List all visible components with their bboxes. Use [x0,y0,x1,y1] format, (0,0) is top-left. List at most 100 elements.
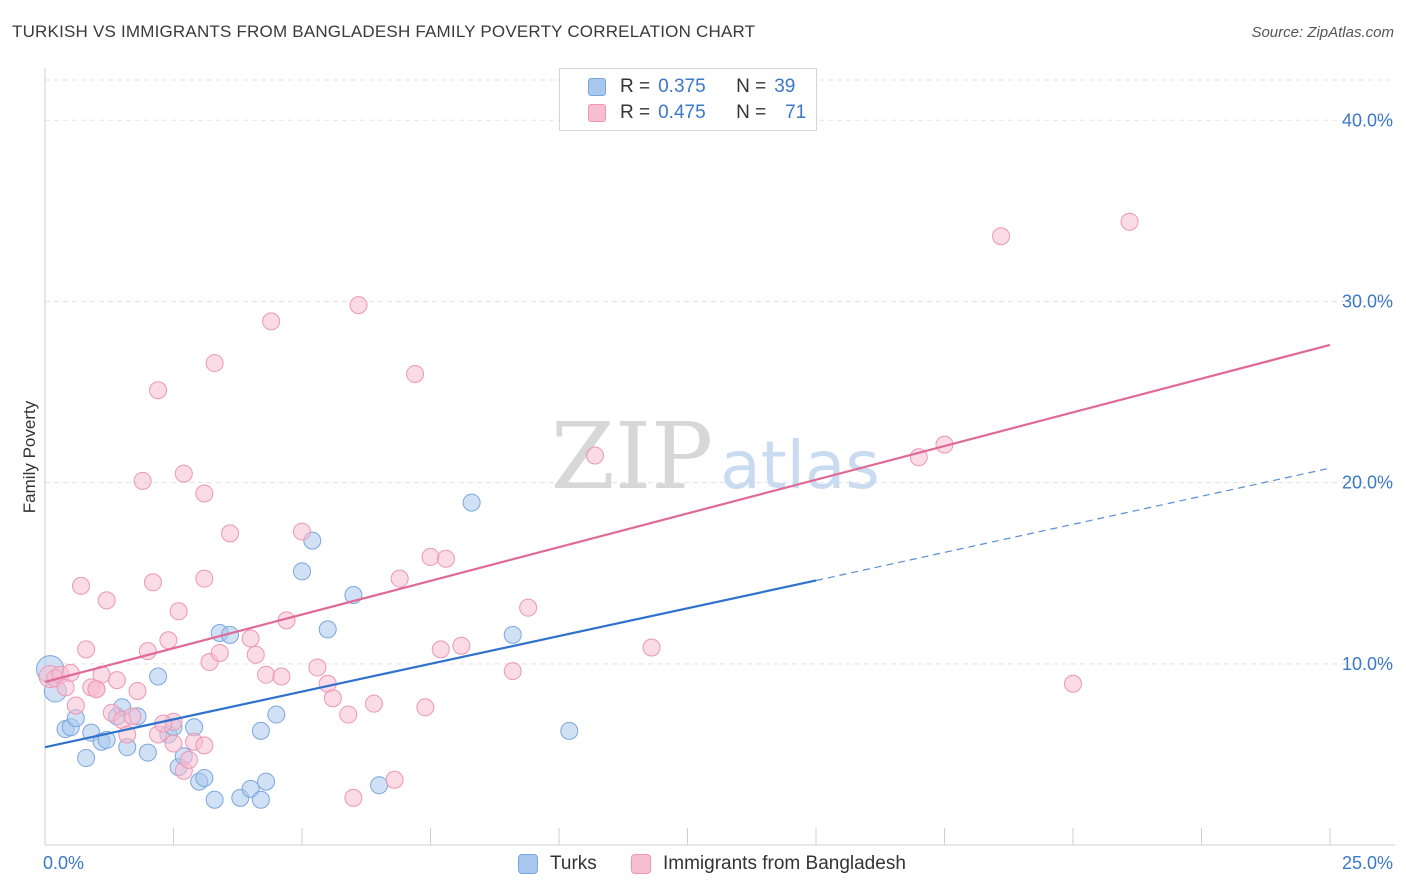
n-label: N = [736,102,767,123]
bangladesh-point [241,629,260,648]
x-tick-label: 0.0% [43,853,84,873]
bangladesh-point [97,591,116,610]
turks-swatch [588,78,606,96]
source-label: Source: ZipAtlas.com [1251,24,1394,41]
bangladesh-point [262,312,281,331]
tick-labels: 10.0% 20.0% 30.0% 40.0% 0.0% 25.0% [43,110,1393,873]
series-turks-points [36,493,579,809]
bangladesh-point [159,631,178,650]
legend-row-turks: R = 0.375 N = 39 [588,74,795,100]
bangladesh-point [642,638,661,657]
bangladesh-point [323,689,342,708]
turks-point [462,493,481,512]
bangladesh-point [133,471,152,490]
legend-item-turks[interactable]: Turks [518,851,597,877]
bangladesh-point [436,549,455,568]
r-label: R = [620,102,651,123]
bangladesh-point [107,671,126,690]
turks-trend-extension [815,467,1331,582]
bangladesh-point [71,576,90,595]
turks-point [149,667,168,686]
turks-point [251,721,270,740]
bangladesh-point [143,573,162,592]
bangladesh-point [416,698,435,717]
bangladesh-point [585,446,604,465]
bangladesh-point [210,643,229,662]
turks-point [560,721,579,740]
n-label: N = [736,76,767,97]
y-tick-label: 30.0% [1342,291,1393,311]
turks-point [251,790,270,809]
bangladesh-point [257,665,276,684]
bangladesh-trend-line [44,343,1331,684]
turks-point [370,776,389,795]
turks-point [195,768,214,787]
turks-point [205,790,224,809]
bangladesh-swatch [588,104,606,122]
turks-point [257,772,276,791]
turks-point [267,705,286,724]
bangladesh-point [344,788,363,807]
r-value: 0.375 [658,76,706,97]
bangladesh-point [308,658,327,677]
y-tick-label: 20.0% [1342,473,1393,493]
bangladesh-point [246,645,265,664]
bangladesh-point [293,522,311,541]
bangladesh-point [164,734,183,753]
bangladesh-point [385,770,404,789]
bangladesh-point [77,640,96,659]
n-value: 71 [785,102,807,123]
bangladesh-point [149,381,168,400]
turks-point [77,749,96,768]
bangladesh-point [179,750,198,769]
legend-item-bangladesh[interactable]: Immigrants from Bangladesh [631,851,906,877]
bangladesh-point [992,227,1011,246]
bangladesh-point [339,705,358,724]
bangladesh-point [221,524,240,543]
bangladesh-point [431,640,450,659]
bangladesh-point [1120,212,1139,231]
bangladesh-point [195,484,214,503]
turks-trend-line [44,579,817,749]
legend-label-turks: Turks [550,853,597,874]
bangladesh-point [406,364,425,383]
turks-point [138,743,157,762]
series-bangladesh-points [38,212,1139,807]
legend-label-bangladesh: Immigrants from Bangladesh [663,853,906,874]
bangladesh-point [195,736,214,755]
x-tick-label: 25.0% [1342,853,1393,873]
bangladesh-point [1064,674,1082,693]
bangladesh-point [174,464,193,483]
y-tick-label: 10.0% [1342,654,1393,674]
correlation-legend: R = 0.375 N = 39 R = 0.475 N = 71 [559,68,817,131]
bangladesh-point [503,662,522,681]
bangladesh-point [87,680,106,699]
trend-layer [44,343,1331,749]
bangladesh-point [390,569,409,588]
bangladesh-point [364,694,383,713]
r-label: R = [620,76,651,97]
bangladesh-point [272,667,291,686]
y-tick-label: 40.0% [1342,110,1393,130]
grid-layer [45,79,1395,665]
watermark-atlas: atlas [720,427,880,504]
bangladesh-point [195,569,214,588]
turks-point [503,625,522,644]
bangladesh-point [519,598,538,617]
bangladesh-point [452,636,471,655]
bangladesh-point [128,682,147,700]
turks-point [293,562,311,581]
axis-layer [44,68,1395,846]
bangladesh-point [66,696,85,715]
watermark-zip: ZIP [551,403,713,510]
r-value: 0.475 [658,102,706,123]
bangladesh-point [349,296,368,315]
bangladesh-legend-swatch [631,854,651,874]
bangladesh-point [205,354,224,373]
y-axis-label: Family Poverty [20,400,39,514]
bangladesh-point [169,602,188,621]
bangladesh-point [123,707,142,726]
bangladesh-point [421,547,440,566]
turks-legend-swatch [518,854,538,874]
